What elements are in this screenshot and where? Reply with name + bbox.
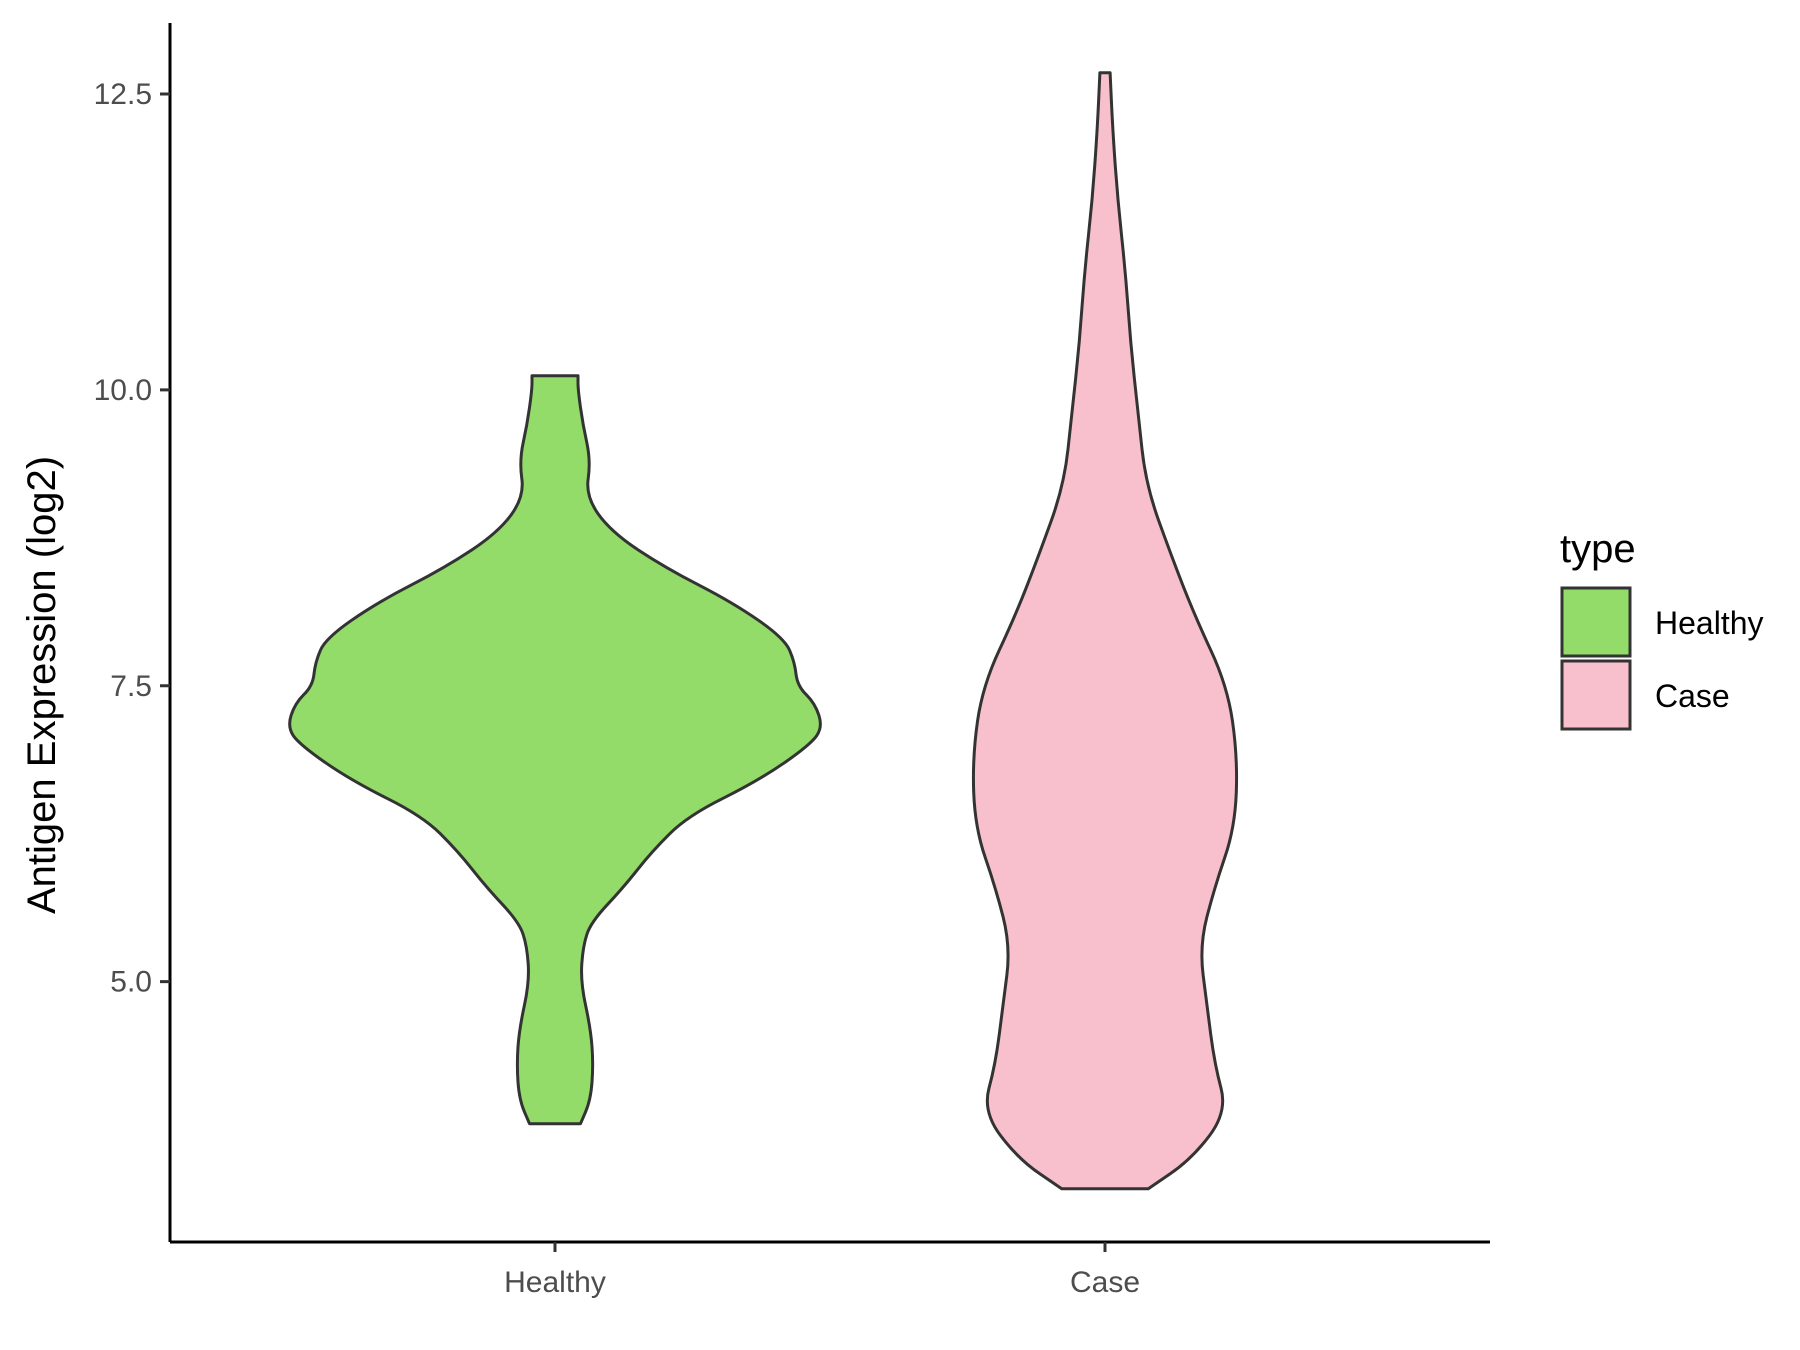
y-ticks: 5.0 7.5 10.0 12.5 xyxy=(94,78,170,999)
legend-swatch-healthy xyxy=(1560,586,1632,658)
y-axis-title: Antigen Expression (log2) xyxy=(20,456,64,914)
y-tick-label: 10.0 xyxy=(94,374,152,407)
violin-healthy xyxy=(288,374,822,1126)
legend: type Healthy Case xyxy=(1560,527,1764,731)
violin-case xyxy=(971,71,1239,1191)
y-tick-label: 7.5 xyxy=(110,670,152,703)
x-tick-label: Healthy xyxy=(504,1266,606,1299)
plot-area: 5.0 7.5 10.0 12.5 Healthy Case xyxy=(94,23,1490,1299)
y-tick-label: 5.0 xyxy=(110,966,152,999)
y-tick-label: 12.5 xyxy=(94,78,152,111)
violins xyxy=(288,71,1239,1191)
legend-label-case: Case xyxy=(1655,678,1730,714)
legend-entries: Healthy Case xyxy=(1560,586,1764,731)
x-ticks: Healthy Case xyxy=(504,1242,1140,1299)
legend-label-healthy: Healthy xyxy=(1655,605,1764,641)
legend-title: type xyxy=(1560,527,1636,571)
legend-swatch-case xyxy=(1560,659,1632,731)
x-tick-label: Case xyxy=(1070,1266,1140,1299)
